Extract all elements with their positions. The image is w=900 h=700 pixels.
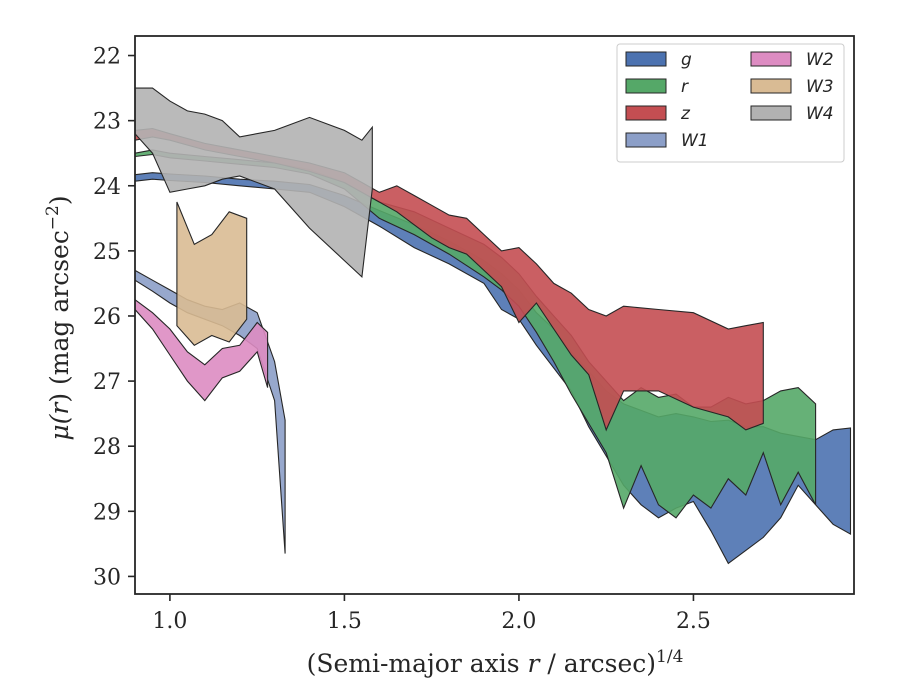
y-tick-label: 24 (93, 175, 121, 200)
x-axis-label-pre: (Semi-major axis (307, 649, 528, 678)
legend-frame (616, 43, 845, 163)
legend-swatch-w4 (750, 105, 792, 121)
legend-label-w1: W1 (681, 131, 709, 151)
x-axis-label: (Semi-major axis r / arcsec)1/4 (307, 647, 684, 678)
legend-swatch-g (625, 51, 667, 67)
y-tick-label: 22 (93, 45, 121, 70)
series-band-w2 (135, 299, 269, 402)
y-axis-label-post: ) (45, 195, 74, 205)
legend-label-w2: W2 (806, 50, 834, 70)
y-tick-label: 28 (93, 435, 121, 460)
y-axis-label-var: r (45, 401, 74, 415)
y-tick-label: 26 (93, 305, 121, 330)
y-axis-label: μ(r) (mag arcsec−2) (43, 195, 74, 440)
y-axis-label-mid: ) (mag arcsec (45, 230, 74, 403)
legend-swatch-r (625, 78, 667, 94)
series-bands (135, 87, 852, 565)
y-tick-label: 27 (93, 370, 121, 395)
series-band-w3 (176, 201, 248, 346)
y-tick-label: 29 (93, 500, 121, 525)
series-band-z (135, 127, 764, 432)
legend-swatch-z (625, 105, 667, 121)
x-tick-label: 2.5 (676, 609, 711, 634)
legend-swatch-w2 (750, 51, 792, 67)
legend-label-r: r (681, 77, 689, 97)
legend: grz W1 W2 W3 W4 (616, 43, 845, 163)
x-axis-label-sup: 1/4 (656, 647, 683, 667)
x-axis-label-post: / arcsec) (539, 649, 656, 678)
x-tick-label: 1.0 (152, 609, 187, 634)
plot-frame (134, 35, 855, 595)
x-tick-label: 1.5 (327, 609, 362, 634)
y-tick-label: 30 (93, 565, 121, 590)
y-axis-label-pre: μ( (45, 413, 74, 440)
x-axis-label-var: r (528, 649, 542, 678)
legend-label-w4: W4 (806, 104, 834, 124)
legend-label-z: z (680, 104, 691, 124)
x-tick-label: 2.0 (501, 609, 536, 634)
legend-swatch-w3 (750, 78, 792, 94)
legend-label-g: g (681, 50, 692, 70)
y-tick-label: 23 (93, 110, 121, 135)
axes: 1.0 1.5 2.0 2.5 22 23 24 25 26 27 28 29 30 (93, 45, 711, 634)
series-band-w4 (135, 87, 373, 279)
legend-label-w3: W3 (806, 77, 834, 97)
legend-swatch-w1 (625, 132, 667, 148)
y-axis-label-sup: −2 (43, 205, 63, 230)
y-tick-label: 25 (93, 240, 121, 265)
